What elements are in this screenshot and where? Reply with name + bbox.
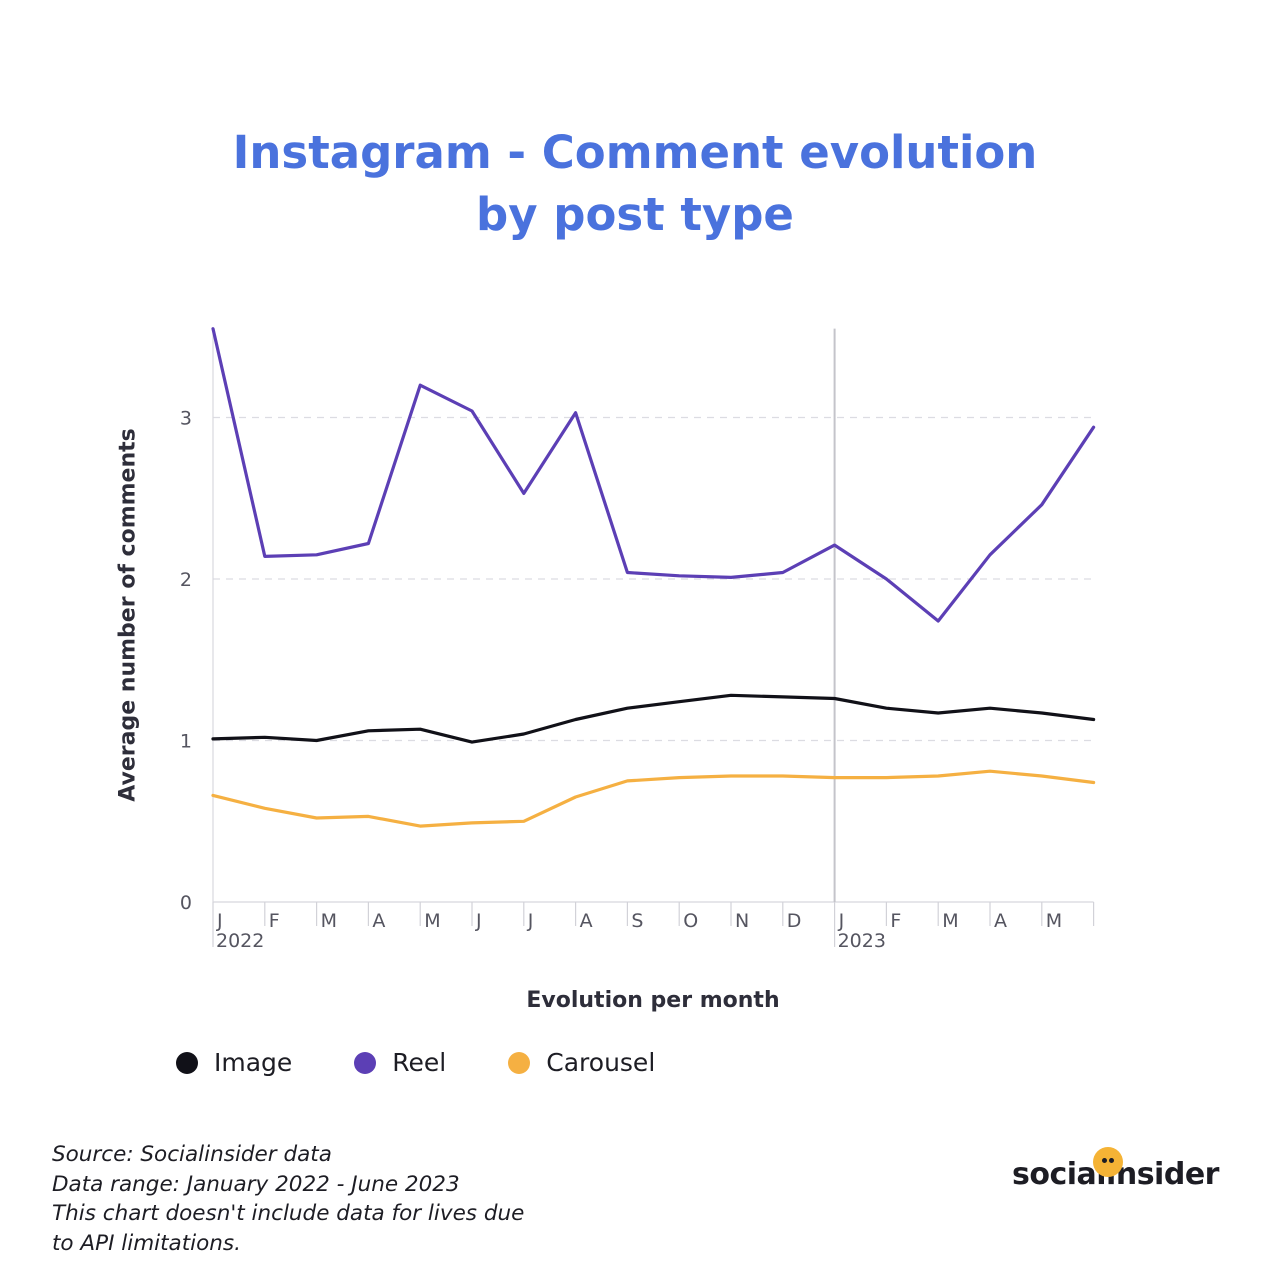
series-line-reel xyxy=(211,327,1096,623)
x-axis-title: Evolution per month xyxy=(526,988,780,1013)
legend-label: Carousel xyxy=(546,1048,656,1077)
x-tick-label-13: F xyxy=(890,910,901,932)
x-tick-label-7: A xyxy=(580,910,593,932)
x-tick-label-16: M xyxy=(1046,910,1062,932)
x-year-label-2023: 2023 xyxy=(838,930,886,952)
chart-title-line-1: Instagram - Comment evolution xyxy=(232,126,1038,179)
x-year-label-2022: 2022 xyxy=(216,930,264,952)
y-tick-label-1: 1 xyxy=(180,731,192,753)
legend-item-carousel: Carousel xyxy=(508,1048,655,1077)
y-tick-label-3: 3 xyxy=(180,408,192,430)
x-tick-label-9: O xyxy=(683,910,698,932)
socialinsider-logo: socialinsider xyxy=(1012,1145,1222,1195)
x-tick-label-2: M xyxy=(321,910,337,932)
y-tick-label-2: 2 xyxy=(180,569,192,591)
legend-item-image: Image xyxy=(176,1048,292,1077)
x-tick-label-0: J xyxy=(216,910,223,932)
x-tick-label-10: N xyxy=(735,910,749,932)
source-note: Source: Socialinsider data Data range: J… xyxy=(52,1140,524,1258)
x-tick-label-12: J xyxy=(838,910,845,932)
series-line-carousel xyxy=(211,769,1096,828)
x-tick-label-15: A xyxy=(994,910,1007,932)
legend-dot-icon xyxy=(176,1051,198,1074)
x-tick-label-8: S xyxy=(631,910,643,932)
source-line-4: to API limitations. xyxy=(52,1230,241,1256)
logo-face-icon xyxy=(1093,1147,1123,1177)
x-tick-label-6: J xyxy=(527,910,534,932)
series-line-image xyxy=(211,693,1096,744)
chart-legend: Image Reel Carousel xyxy=(176,1048,717,1077)
legend-item-reel: Reel xyxy=(354,1048,446,1077)
source-line-3: This chart doesn't include data for live… xyxy=(52,1201,525,1226)
y-tick-label-0: 0 xyxy=(180,892,192,914)
y-axis-title: Average number of comments xyxy=(115,428,141,802)
x-tick-label-14: M xyxy=(942,910,958,932)
x-tick-label-4: M xyxy=(424,910,440,932)
source-line-2: Data range: January 2022 - June 2023 xyxy=(52,1171,460,1197)
legend-label: Reel xyxy=(392,1048,447,1077)
legend-dot-icon xyxy=(354,1051,377,1074)
chart-title: Instagram - Comment evolution by post ty… xyxy=(0,122,1270,246)
chart-title-line-2: by post type xyxy=(476,188,794,241)
x-tick-label-5: J xyxy=(475,910,482,932)
legend-dot-icon xyxy=(508,1051,531,1074)
legend-label: Image xyxy=(214,1048,293,1077)
x-tick-label-1: F xyxy=(269,910,280,932)
x-tick-label-11: D xyxy=(787,910,802,932)
source-line-1: Source: Socialinsider data xyxy=(52,1142,332,1167)
x-tick-label-3: A xyxy=(372,910,385,932)
